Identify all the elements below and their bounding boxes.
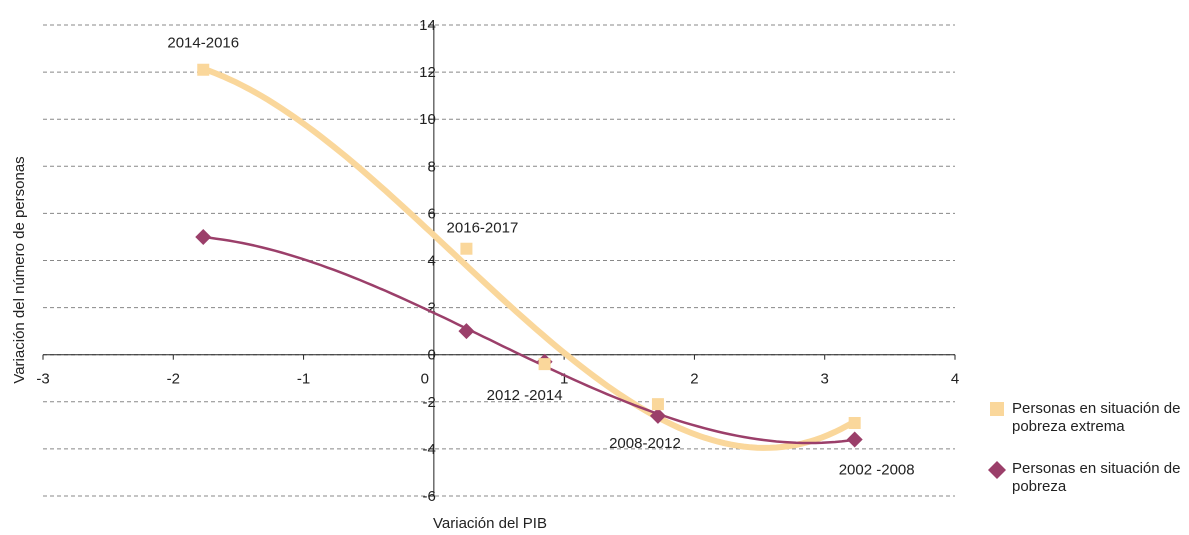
- marker: [538, 358, 551, 371]
- x-tick-label: 2: [690, 371, 698, 388]
- x-tick-label: 3: [821, 371, 829, 388]
- x-tick-label: -3: [36, 371, 49, 388]
- annotation: 2008-2012: [609, 435, 681, 452]
- marker: [197, 63, 210, 76]
- x-axis-label: Variación del PIB: [433, 515, 547, 532]
- marker: [458, 323, 475, 340]
- y-tick-label: 12: [419, 64, 436, 81]
- trend-line: [202, 65, 857, 451]
- legend-marker: [990, 402, 1004, 416]
- x-tick-label: 1: [560, 371, 568, 388]
- x-tick-label: -2: [167, 371, 180, 388]
- y-tick-label: -6: [423, 488, 436, 505]
- y-tick-label: 14: [419, 17, 436, 34]
- y-tick-label: 2: [428, 300, 436, 317]
- marker: [651, 398, 664, 411]
- annotation: 2012 -2014: [487, 387, 563, 404]
- y-tick-label: -2: [423, 394, 436, 411]
- marker: [846, 431, 863, 448]
- y-tick-label: -4: [423, 441, 436, 458]
- annotation: 2014-2016: [167, 35, 239, 52]
- marker: [848, 416, 861, 429]
- y-axis-label: Variación del número de personas: [11, 156, 28, 383]
- marker: [195, 228, 212, 245]
- trend-line: [203, 235, 855, 445]
- marker: [649, 407, 666, 424]
- annotation: 2002 -2008: [839, 461, 915, 478]
- y-tick-label: 10: [419, 111, 436, 128]
- legend-label: Personas en situación de pobreza extrema: [1012, 400, 1181, 435]
- legend-label: Personas en situación de pobreza: [1012, 460, 1181, 495]
- y-tick-label: 8: [428, 158, 436, 175]
- y-tick-label: 4: [428, 253, 436, 270]
- x-tick-label: -1: [297, 371, 310, 388]
- x-tick-label: 4: [951, 371, 959, 388]
- y-tick-label: 6: [428, 205, 436, 222]
- annotation: 2016-2017: [447, 220, 519, 237]
- legend-marker: [988, 461, 1006, 479]
- x-tick-label: 0: [421, 371, 429, 388]
- marker: [460, 242, 473, 255]
